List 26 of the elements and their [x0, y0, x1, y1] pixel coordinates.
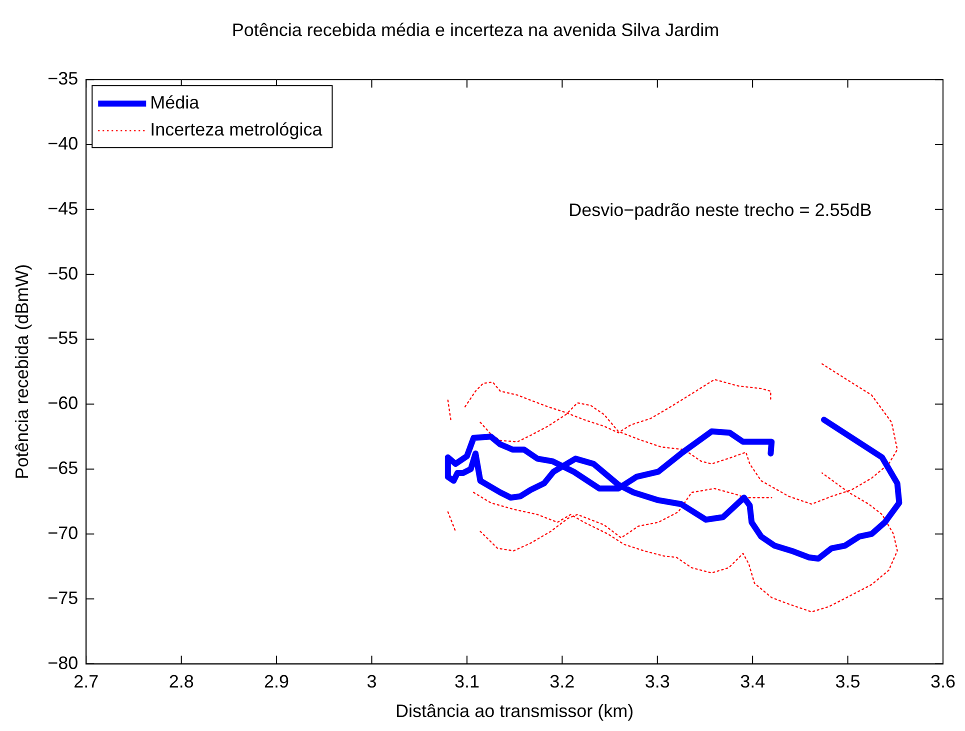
x-tick-label: 3.6	[930, 672, 956, 692]
x-tick-label: 2.7	[74, 672, 99, 692]
annotation: Desvio−padrão neste trecho = 2.55dB	[568, 200, 872, 220]
x-tick-label: 2.9	[264, 672, 290, 692]
x-tick-label: 3.4	[740, 672, 766, 692]
y-tick-label: −35	[48, 68, 78, 89]
y-tick-label: −55	[48, 328, 78, 348]
y-tick-label: −60	[48, 393, 78, 414]
y-tick-label: −75	[48, 588, 78, 608]
x-axis-title: Distância ao transmissor (km)	[396, 701, 634, 722]
x-tick-label: 3	[366, 672, 377, 692]
chart-title: Potência recebida média e incerteza na avenida Silva Jardim	[232, 20, 720, 40]
x-tick-label: 3.2	[550, 672, 575, 692]
y-tick-label: −50	[48, 263, 78, 284]
y-tick-label: −80	[48, 652, 78, 673]
x-tick-label: 3.3	[644, 672, 670, 692]
legend-label: Incerteza metrológica	[150, 120, 324, 140]
y-axis-title: Potência recebida (dBmW)	[12, 264, 32, 480]
y-tick-label: −40	[48, 133, 78, 154]
x-tick-label: 2.8	[168, 672, 194, 692]
x-tick-label: 3.1	[454, 672, 480, 692]
y-tick-label: −45	[48, 198, 78, 218]
x-tick-label: 3.5	[835, 672, 860, 692]
legend-label: Média	[150, 92, 200, 113]
y-tick-label: −65	[48, 458, 78, 478]
y-tick-label: −70	[48, 522, 78, 543]
